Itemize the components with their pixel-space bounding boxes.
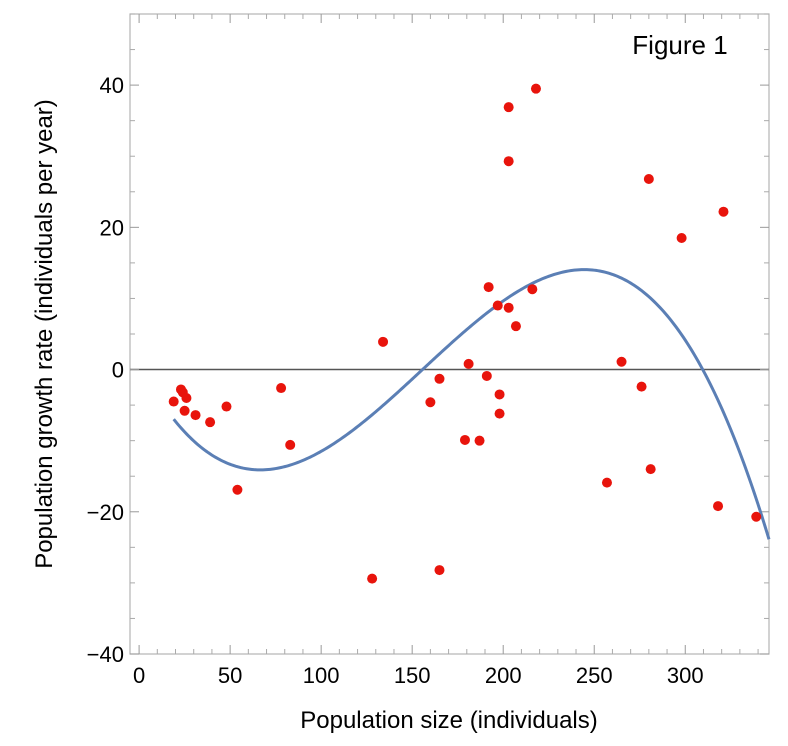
data-point — [636, 381, 647, 392]
data-point — [751, 511, 762, 522]
y-tick-label: −40 — [87, 642, 124, 667]
data-point — [481, 370, 492, 381]
data-point — [378, 336, 389, 347]
x-tick-label: 150 — [394, 663, 431, 688]
data-point — [503, 102, 514, 113]
y-tick-label: 20 — [100, 215, 124, 240]
data-point — [530, 83, 541, 94]
data-point — [492, 300, 503, 311]
data-point — [718, 206, 729, 217]
data-point — [459, 434, 470, 445]
axis-ticks — [130, 13, 769, 655]
x-tick-label: 300 — [667, 663, 704, 688]
data-point — [181, 393, 192, 403]
data-point — [434, 565, 445, 576]
data-points — [168, 83, 762, 584]
data-point — [425, 397, 436, 408]
fit-curve — [172, 268, 771, 540]
data-point — [463, 358, 474, 369]
data-point — [713, 501, 724, 512]
data-point — [221, 401, 232, 412]
data-point — [474, 435, 485, 446]
data-point — [527, 284, 538, 295]
y-tick-label: −20 — [87, 500, 124, 525]
data-point — [205, 417, 216, 428]
y-axis-title: Population growth rate (individuals per … — [31, 99, 58, 569]
data-point — [434, 373, 445, 384]
data-point — [676, 233, 687, 243]
x-tick-label: 100 — [303, 663, 340, 688]
data-point — [367, 573, 378, 584]
x-tick-label: 50 — [218, 663, 242, 688]
data-point — [616, 356, 627, 367]
axis-tick-labels: 0 50 100 150 200 250 300 −40 −20 0 20 40 — [87, 73, 704, 688]
x-axis-title: Population size (individuals) — [300, 707, 598, 734]
data-point — [503, 302, 514, 313]
x-tick-label: 200 — [485, 663, 522, 688]
x-tick-label: 0 — [133, 663, 145, 688]
y-tick-label: 0 — [112, 358, 124, 383]
data-point — [601, 477, 612, 488]
data-point — [494, 389, 505, 400]
x-tick-label: 250 — [576, 663, 613, 688]
data-point — [483, 282, 494, 293]
data-point — [494, 408, 505, 419]
data-point — [276, 383, 287, 394]
data-point — [510, 321, 521, 332]
data-point — [285, 439, 296, 450]
data-point — [643, 173, 654, 184]
data-point — [190, 410, 201, 421]
y-tick-label: 40 — [100, 73, 124, 98]
data-point — [503, 156, 514, 167]
data-point — [232, 484, 243, 495]
data-point — [645, 464, 656, 475]
plot-frame — [129, 13, 770, 655]
data-point — [168, 396, 179, 407]
figure-annotation: Figure 1 — [632, 30, 727, 60]
data-point — [179, 405, 190, 416]
